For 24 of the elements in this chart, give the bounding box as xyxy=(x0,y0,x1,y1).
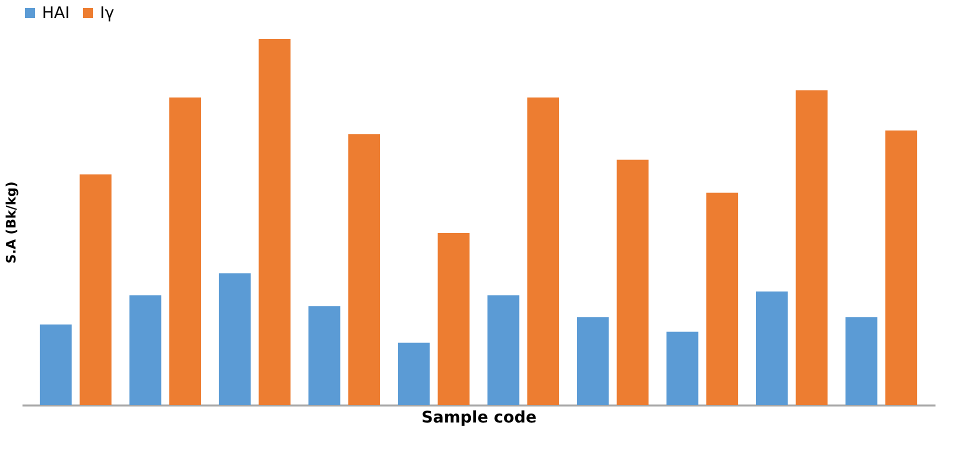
bar xyxy=(706,192,738,405)
bar xyxy=(218,273,251,405)
legend-label: Iγ xyxy=(100,3,114,22)
bar xyxy=(756,292,788,405)
bar xyxy=(348,134,380,405)
legend-label: HAI xyxy=(42,3,70,22)
bar xyxy=(438,232,470,405)
bar xyxy=(845,317,878,405)
bar xyxy=(885,130,918,405)
bar xyxy=(576,317,609,405)
bar xyxy=(796,90,828,405)
bar xyxy=(398,342,430,405)
bar xyxy=(40,324,72,405)
bar xyxy=(80,174,112,405)
x-axis-title: Sample code xyxy=(421,408,537,426)
bar xyxy=(487,295,520,405)
y-axis-title: S.A (Bk/kg) xyxy=(4,181,20,264)
bar xyxy=(258,39,291,405)
bar xyxy=(169,98,202,405)
bar xyxy=(308,306,340,405)
bar xyxy=(616,160,649,405)
bar xyxy=(129,295,162,405)
bar xyxy=(666,332,698,405)
bar xyxy=(527,98,560,405)
